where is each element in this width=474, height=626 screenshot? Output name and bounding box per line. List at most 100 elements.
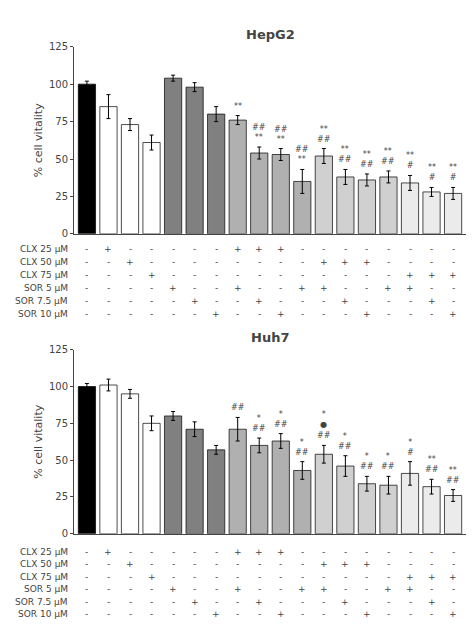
svg-text:+: +	[341, 296, 349, 306]
svg-text:-: -	[107, 309, 110, 319]
svg-text:-: -	[322, 270, 325, 280]
svg-text:+: +	[255, 597, 263, 607]
svg-text:-: -	[236, 559, 239, 569]
svg-text:-: -	[301, 597, 304, 607]
svg-text:-: -	[193, 244, 196, 254]
svg-text:-: -	[344, 270, 347, 280]
svg-text:-: -	[215, 597, 218, 607]
svg-text:-: -	[322, 597, 325, 607]
svg-text:+: +	[428, 597, 436, 607]
svg-text:-: -	[430, 257, 433, 267]
svg-text:-: -	[236, 296, 239, 306]
svg-text:-: -	[387, 547, 390, 557]
svg-text:-: -	[236, 270, 239, 280]
svg-text:-: -	[172, 559, 175, 569]
svg-text:-: -	[129, 244, 132, 254]
svg-text:-: -	[409, 244, 412, 254]
svg-text:50: 50	[55, 455, 68, 466]
svg-text:SOR 5 μM: SOR 5 μM	[24, 283, 68, 293]
svg-text:-: -	[279, 584, 282, 594]
svg-text:-: -	[322, 309, 325, 319]
svg-text:50: 50	[55, 154, 68, 165]
svg-text:-: -	[409, 559, 412, 569]
svg-text:+: +	[255, 296, 263, 306]
svg-text:-: -	[215, 572, 218, 582]
svg-text:-: -	[129, 572, 132, 582]
svg-text:-: -	[107, 559, 110, 569]
svg-text:**##: **##	[381, 147, 395, 166]
svg-text:-: -	[344, 609, 347, 619]
svg-text:-: -	[107, 584, 110, 594]
svg-text:-: -	[236, 572, 239, 582]
svg-text:-: -	[279, 257, 282, 267]
svg-text:-: -	[452, 547, 455, 557]
svg-text:-: -	[301, 309, 304, 319]
svg-text:-: -	[236, 597, 239, 607]
svg-text:-: -	[279, 597, 282, 607]
svg-text:-: -	[85, 283, 88, 293]
svg-text:-: -	[409, 609, 412, 619]
svg-text:HepG2: HepG2	[246, 27, 295, 42]
svg-text:-: -	[85, 572, 88, 582]
svg-text:-: -	[258, 559, 261, 569]
svg-text:-: -	[344, 309, 347, 319]
svg-text:CLX 25 μM: CLX 25 μM	[20, 244, 68, 254]
svg-text:-: -	[365, 270, 368, 280]
svg-text:CLX 50 μM: CLX 50 μM	[20, 257, 68, 267]
svg-text:-: -	[85, 257, 88, 267]
svg-text:-: -	[258, 584, 261, 594]
svg-text:-: -	[279, 296, 282, 306]
svg-text:**: **	[234, 102, 242, 111]
svg-text:CLX 25 μM: CLX 25 μM	[20, 547, 68, 557]
svg-text:+: +	[169, 584, 177, 594]
svg-text:-: -	[193, 257, 196, 267]
svg-text:-: -	[322, 296, 325, 306]
svg-text:*##: *##	[338, 432, 352, 451]
svg-text:-: -	[150, 597, 153, 607]
svg-text:**##: **##	[360, 150, 374, 169]
svg-text:+: +	[298, 283, 306, 293]
svg-text:100: 100	[49, 79, 68, 90]
svg-text:-: -	[172, 572, 175, 582]
svg-text:-: -	[279, 270, 282, 280]
svg-text:-: -	[172, 309, 175, 319]
svg-text:-: -	[430, 547, 433, 557]
svg-text:+: +	[428, 572, 436, 582]
svg-text:##**: ##**	[274, 125, 288, 144]
svg-text:-: -	[107, 572, 110, 582]
svg-text:-: -	[129, 296, 132, 306]
svg-text:-: -	[258, 257, 261, 267]
svg-text:*##: *##	[274, 410, 288, 429]
svg-text:-: -	[258, 309, 261, 319]
svg-text:SOR 10 μM: SOR 10 μM	[18, 309, 68, 319]
svg-text:-: -	[430, 584, 433, 594]
svg-text:+: +	[126, 559, 134, 569]
svg-text:-: -	[430, 559, 433, 569]
svg-text:-: -	[215, 584, 218, 594]
svg-text:**##: **##	[317, 125, 331, 144]
svg-text:25: 25	[55, 491, 68, 502]
svg-text:75: 75	[55, 418, 68, 429]
svg-text:-: -	[129, 309, 132, 319]
svg-text:-: -	[258, 572, 261, 582]
svg-text:CLX 50 μM: CLX 50 μM	[20, 559, 68, 569]
svg-text:+: +	[320, 283, 328, 293]
svg-text:-: -	[344, 244, 347, 254]
svg-text:-: -	[193, 584, 196, 594]
svg-text:*##: *##	[381, 452, 395, 471]
svg-text:+: +	[320, 559, 328, 569]
svg-text:CLX 75 μM: CLX 75 μM	[20, 270, 68, 280]
svg-text:+: +	[384, 584, 392, 594]
svg-text:+: +	[341, 257, 349, 267]
svg-text:-: -	[193, 270, 196, 280]
svg-text:-: -	[85, 584, 88, 594]
svg-text:-: -	[215, 270, 218, 280]
svg-text:-: -	[452, 559, 455, 569]
svg-text:-: -	[452, 584, 455, 594]
svg-text:-: -	[107, 296, 110, 306]
svg-text:-: -	[172, 597, 175, 607]
svg-text:-: -	[193, 572, 196, 582]
svg-text:*##: *##	[295, 438, 309, 457]
svg-text:75: 75	[55, 116, 68, 127]
svg-text:+: +	[363, 609, 371, 619]
